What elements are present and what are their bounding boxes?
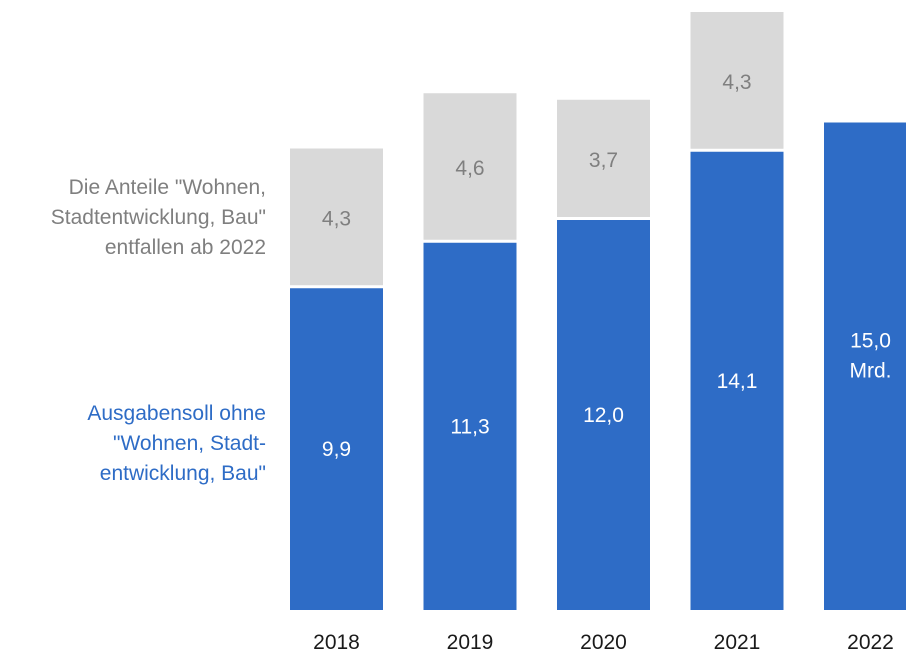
bar-base-label-2021: 14,1 <box>717 370 758 393</box>
bar-top-2020 <box>557 99 650 217</box>
annotation-grey-line-3: entfallen ab 2022 <box>104 236 266 259</box>
bar-base-2021 <box>690 151 784 610</box>
annotation-blue-line-3: entwicklung, Bau" <box>99 462 266 485</box>
x-tick-label-2020: 2020 <box>580 631 627 654</box>
annotation-grey-line-2: Stadtentwicklung, Bau" <box>50 206 266 229</box>
x-tick-label-2022: 2022 <box>847 631 894 654</box>
bar-base-label-2018: 9,9 <box>322 438 351 461</box>
bar-base-label-2020: 12,0 <box>583 404 624 427</box>
bar-top-2019 <box>423 93 517 240</box>
bar-base-2019 <box>423 242 517 610</box>
x-tick-label-2021: 2021 <box>714 631 761 654</box>
bar-top-label-2021: 4,3 <box>722 71 751 94</box>
bar-base-2022 <box>824 122 906 610</box>
bar-top-2021 <box>690 12 784 149</box>
unit-label: Mrd. <box>850 359 892 382</box>
bar-base-label-2019: 11,3 <box>450 415 489 438</box>
bar-top-label-2018: 4,3 <box>322 207 351 230</box>
bar-base-2020 <box>557 220 650 610</box>
bar-top-label-2019: 4,6 <box>455 157 484 180</box>
annotation-removed-shares: Die Anteile "Wohnen, Stadtentwicklung, B… <box>51 173 266 263</box>
annotation-grey-line-1: Die Anteile "Wohnen, <box>68 176 266 199</box>
x-tick-label-2018: 2018 <box>313 631 360 654</box>
annotation-blue-line-2: "Wohnen, Stadt- <box>113 432 266 455</box>
x-tick-label-2019: 2019 <box>447 631 494 654</box>
bar-top-2018 <box>290 148 383 286</box>
annotation-base-spending: Ausgabensoll ohne "Wohnen, Stadt- entwic… <box>87 399 266 489</box>
annotation-blue-line-1: Ausgabensoll ohne <box>87 402 266 425</box>
bar-base-label-2022: 15,0 <box>850 329 891 352</box>
bar-top-label-2020: 3,7 <box>589 149 618 172</box>
bar-base-2018 <box>290 288 383 610</box>
